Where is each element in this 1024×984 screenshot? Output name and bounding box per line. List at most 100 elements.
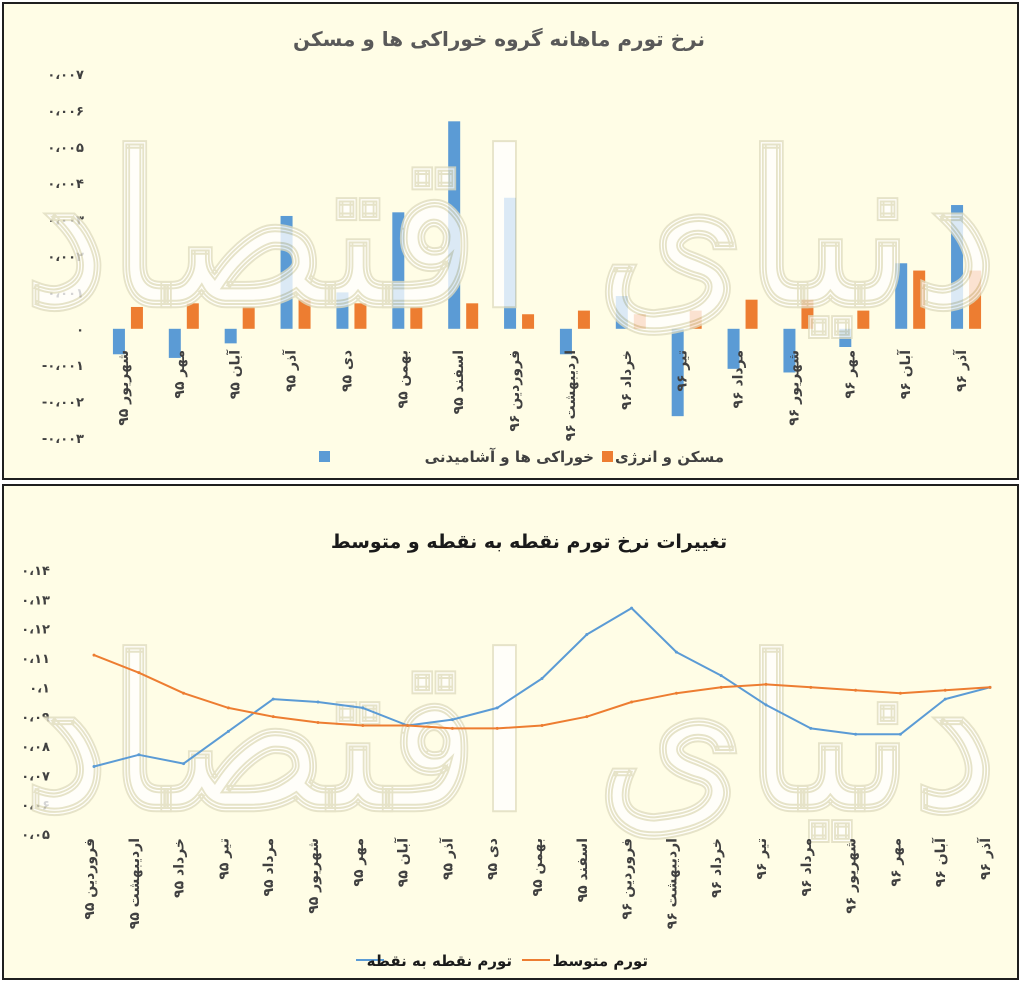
- x-tick-label: فروردین ۹۶: [620, 838, 636, 920]
- x-tick-label: مهر ۹۵: [172, 350, 188, 399]
- bar-food: [112, 328, 125, 355]
- bar-housing: [130, 306, 143, 329]
- bar-food: [448, 121, 461, 329]
- y-tick-label: ۰،۰۷: [21, 769, 50, 784]
- bar-housing: [410, 306, 423, 329]
- bar-housing: [577, 310, 590, 329]
- point-average: [674, 691, 678, 695]
- point-average: [316, 721, 320, 725]
- point-point-to-point: [540, 677, 544, 681]
- bar-housing: [242, 306, 255, 329]
- point-point-to-point: [182, 762, 186, 766]
- point-average: [764, 682, 768, 686]
- bar-food: [504, 197, 517, 329]
- point-point-to-point: [719, 674, 723, 678]
- x-tick-label: مهر ۹۶: [842, 350, 858, 399]
- point-average: [719, 685, 723, 689]
- bar-food: [615, 296, 628, 329]
- x-tick-label: آذر ۹۶: [952, 349, 970, 392]
- legend-marker-housing: [602, 451, 613, 462]
- chart-title: نرخ تورم ماهانه گروه خوراکی ها و مسکن: [293, 27, 705, 51]
- x-tick-label: شهریور ۹۵: [306, 838, 322, 914]
- y-tick-label: ۰،۱: [29, 681, 50, 696]
- x-tick-label: خرداد ۹۵: [172, 838, 188, 898]
- x-tick-label: خرداد ۹۶: [709, 838, 725, 898]
- point-point-to-point: [585, 633, 589, 637]
- x-tick-label: آبان ۹۶: [931, 837, 949, 887]
- x-tick-label: اسفند ۹۵: [575, 838, 591, 902]
- point-average: [943, 688, 947, 692]
- point-average: [630, 700, 634, 704]
- y-tick-label: ۰،۰۸: [21, 740, 50, 755]
- point-point-to-point: [764, 703, 768, 707]
- chart-title: تغییرات نرخ تورم نقطه به نقطه و متوسط: [331, 531, 727, 553]
- bar-food: [224, 328, 237, 344]
- point-point-to-point: [674, 650, 678, 654]
- bar-food: [671, 328, 684, 417]
- y-tick-label: ۰،۱۳: [21, 593, 50, 608]
- point-average: [92, 653, 96, 657]
- bar-food: [280, 215, 293, 329]
- point-average: [854, 688, 858, 692]
- x-tick-label: تیر ۹۶: [754, 838, 770, 880]
- point-average: [495, 726, 499, 730]
- x-tick-label: بهمن ۹۵: [530, 838, 546, 896]
- bar-food: [336, 292, 349, 329]
- y-tick-label: -۰،۰۰۲: [42, 396, 84, 411]
- bar-housing: [633, 314, 646, 329]
- point-average: [450, 726, 454, 730]
- point-average: [271, 715, 275, 719]
- point-point-to-point: [495, 706, 499, 710]
- y-tick-label: -۰،۰۰۳: [42, 432, 84, 447]
- x-tick-label: مهر ۹۵: [351, 838, 367, 887]
- x-tick-label: اردیبهشت ۹۶: [664, 838, 680, 929]
- bar-chart-panel: نرخ تورم ماهانه گروه خوراکی ها و مسکن -۰،…: [2, 2, 1019, 480]
- x-tick-label: آذر ۹۶: [976, 837, 994, 880]
- y-tick-label: ۰،۰۰۱: [47, 286, 84, 301]
- point-average: [809, 685, 813, 689]
- y-tick-label: ۰،۰۰۴: [47, 177, 84, 192]
- point-average: [540, 723, 544, 727]
- bar-housing: [745, 299, 758, 329]
- point-point-to-point: [898, 732, 902, 736]
- svg-text:دنیای اقتصاد: دنیای اقتصاد: [24, 611, 997, 858]
- point-average: [898, 691, 902, 695]
- x-tick-label: آبان ۹۵: [226, 349, 244, 399]
- bar-food: [727, 328, 740, 369]
- point-point-to-point: [137, 753, 141, 757]
- x-tick-label: مرداد ۹۶: [731, 350, 747, 409]
- bar-housing: [801, 299, 814, 329]
- bar-food: [895, 263, 908, 329]
- bar-housing: [298, 299, 311, 329]
- bar-housing: [354, 303, 367, 329]
- x-tick-label: مرداد ۹۵: [261, 838, 277, 897]
- y-tick-label: ۰،۱۱: [21, 652, 50, 667]
- x-tick-label: آذر ۹۵: [438, 837, 456, 880]
- point-point-to-point: [92, 765, 96, 769]
- point-average: [226, 706, 230, 710]
- x-tick-label: خرداد ۹۶: [619, 350, 635, 410]
- y-tick-label: ۰،۱۴: [21, 564, 50, 579]
- y-tick-label: ۰،۰۹: [21, 711, 50, 726]
- bar-food: [392, 212, 405, 329]
- y-tick-label: ۰،۰۰۶: [47, 104, 84, 119]
- x-tick-label: آذر ۹۵: [282, 349, 300, 392]
- bar-food: [951, 205, 964, 329]
- y-tick-label: ۰: [76, 323, 84, 338]
- x-tick-label: فروردین ۹۶: [507, 350, 523, 432]
- bar-housing: [857, 310, 870, 329]
- y-tick-label: ۰،۰۰۳: [47, 214, 84, 229]
- watermark: دنیای اقتصاد: [23, 106, 998, 355]
- legend-label-housing: مسکن و انرژی: [615, 448, 724, 466]
- x-tick-label: آبان ۹۶: [896, 349, 914, 399]
- legend-label-food: خوراکی ها و آشامیدنی: [425, 448, 594, 466]
- x-tick-label: شهریور ۹۵: [116, 350, 132, 426]
- line-chart-panel: تغییرات نرخ تورم نقطه به نقطه و متوسط ۰،۰…: [2, 484, 1019, 980]
- point-average: [406, 723, 410, 727]
- x-tick-label: اسفند ۹۵: [451, 350, 467, 414]
- point-average: [137, 671, 141, 675]
- x-tick-label: مرداد ۹۶: [799, 838, 815, 897]
- x-tick-label: اردیبهشت ۹۵: [127, 838, 143, 929]
- y-tick-label: ۰،۰۶: [21, 799, 50, 814]
- point-point-to-point: [361, 706, 365, 710]
